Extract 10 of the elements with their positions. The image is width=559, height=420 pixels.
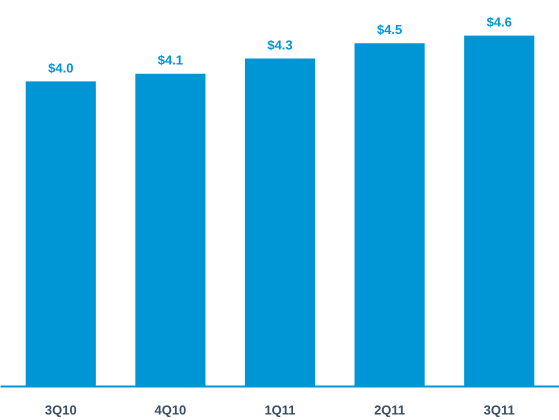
data-label: $4.0 (48, 60, 74, 76)
x-tick-label: 3Q10 (44, 402, 77, 418)
x-tick-label: 2Q11 (374, 402, 406, 418)
x-tick-label: 1Q11 (264, 402, 296, 418)
data-label: $4.6 (486, 14, 512, 30)
data-label: $4.3 (267, 37, 293, 52)
x-tick-label: 3Q11 (484, 402, 515, 418)
x-tick-label: 4Q10 (154, 402, 186, 418)
data-label: $4.1 (158, 52, 184, 68)
data-label: $4.5 (376, 22, 402, 38)
